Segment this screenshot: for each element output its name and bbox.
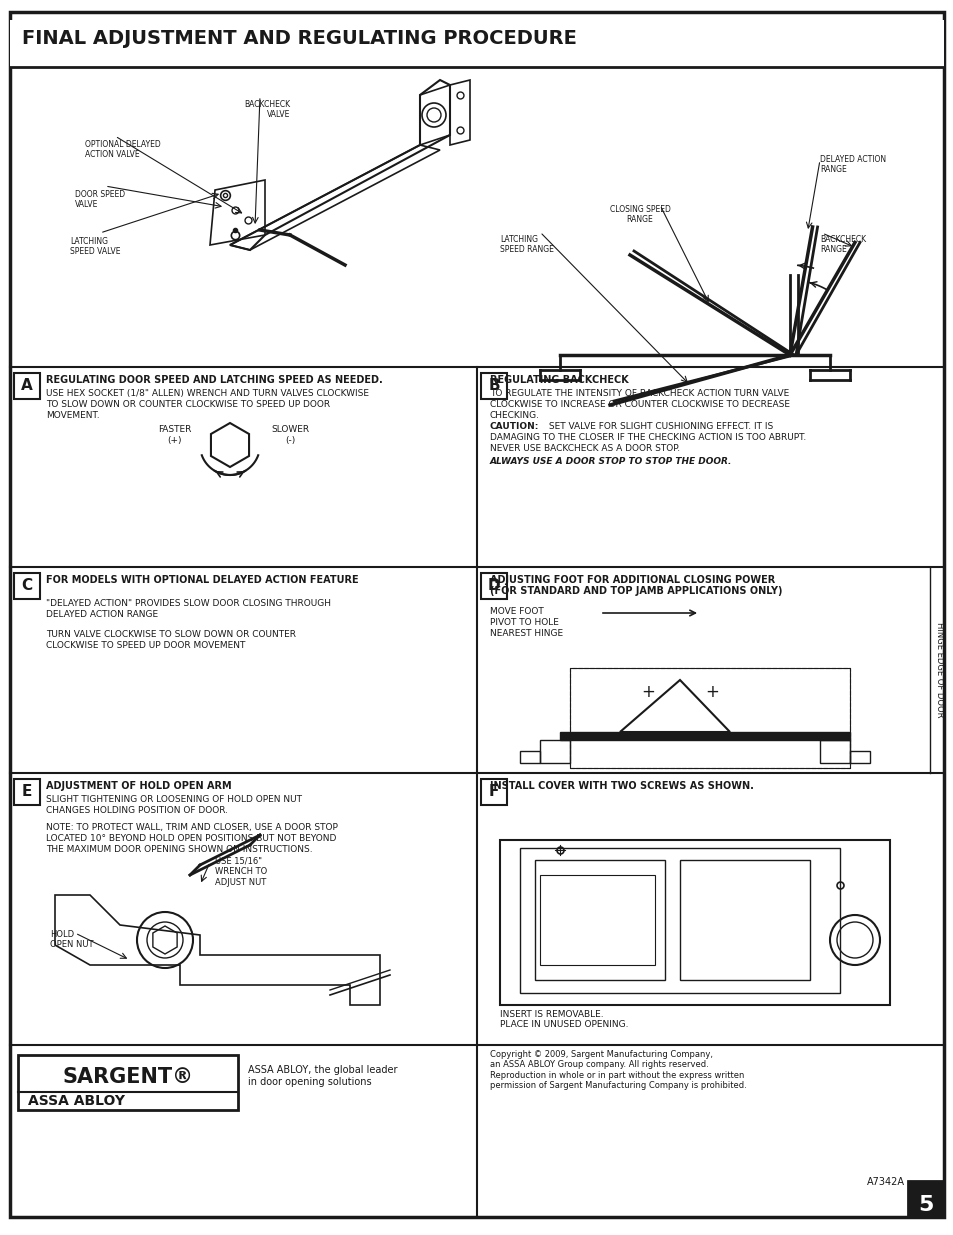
Text: +: + xyxy=(640,683,655,701)
Text: (FOR STANDARD AND TOP JAMB APPLICATIONS ONLY): (FOR STANDARD AND TOP JAMB APPLICATIONS … xyxy=(490,585,781,597)
Bar xyxy=(539,876,655,965)
Text: REGULATING DOOR SPEED AND LATCHING SPEED AS NEEDED.: REGULATING DOOR SPEED AND LATCHING SPEED… xyxy=(46,375,382,385)
Text: Copyright © 2009, Sargent Manufacturing Company,
an ASSA ABLOY Group company. Al: Copyright © 2009, Sargent Manufacturing … xyxy=(490,1050,746,1091)
Text: A7342A: A7342A xyxy=(866,1177,904,1187)
Text: USE 15/16"
WRENCH TO
ADJUST NUT: USE 15/16" WRENCH TO ADJUST NUT xyxy=(214,857,267,887)
Text: USE HEX SOCKET (1/8" ALLEN) WRENCH AND TURN VALVES CLOCKWISE: USE HEX SOCKET (1/8" ALLEN) WRENCH AND T… xyxy=(46,389,369,398)
Bar xyxy=(480,573,506,599)
Text: B: B xyxy=(488,378,499,394)
Text: OPTIONAL DELAYED
ACTION VALVE: OPTIONAL DELAYED ACTION VALVE xyxy=(85,140,161,159)
Text: NEVER USE BACKCHECK AS A DOOR STOP.: NEVER USE BACKCHECK AS A DOOR STOP. xyxy=(490,445,679,453)
Text: MOVE FOOT: MOVE FOOT xyxy=(490,606,543,616)
Bar xyxy=(539,740,569,763)
Text: REGULATING BACKCHECK: REGULATING BACKCHECK xyxy=(490,375,628,385)
Bar xyxy=(820,740,849,763)
Text: TO REGULATE THE INTENSITY OF BACKCHECK ACTION TURN VALVE: TO REGULATE THE INTENSITY OF BACKCHECK A… xyxy=(490,389,788,398)
Text: HOLD
OPEN NUT: HOLD OPEN NUT xyxy=(50,930,93,950)
Text: MOVEMENT.: MOVEMENT. xyxy=(46,411,99,420)
Text: CHECKING.: CHECKING. xyxy=(490,411,539,420)
Bar xyxy=(519,848,840,993)
Text: INSERT IS REMOVABLE.
PLACE IN UNUSED OPENING.: INSERT IS REMOVABLE. PLACE IN UNUSED OPE… xyxy=(499,1010,628,1030)
Text: ASSA ABLOY, the global leader
in door opening solutions: ASSA ABLOY, the global leader in door op… xyxy=(248,1065,397,1087)
Text: TURN VALVE CLOCKWISE TO SLOW DOWN OR COUNTER: TURN VALVE CLOCKWISE TO SLOW DOWN OR COU… xyxy=(46,630,295,638)
Text: BACKCHECK
RANGE: BACKCHECK RANGE xyxy=(820,235,865,254)
Text: F: F xyxy=(488,784,498,799)
Text: LATCHING
SPEED RANGE: LATCHING SPEED RANGE xyxy=(499,235,554,254)
Text: PIVOT TO HOLE: PIVOT TO HOLE xyxy=(490,618,558,627)
Bar xyxy=(679,860,809,981)
Text: LOCATED 10° BEYOND HOLD OPEN POSITIONS BUT NOT BEYOND: LOCATED 10° BEYOND HOLD OPEN POSITIONS B… xyxy=(46,834,336,844)
Bar xyxy=(569,668,849,768)
Bar xyxy=(14,373,40,399)
Text: FINAL ADJUSTMENT AND REGULATING PROCEDURE: FINAL ADJUSTMENT AND REGULATING PROCEDUR… xyxy=(22,28,577,48)
Text: CLOSING SPEED
RANGE: CLOSING SPEED RANGE xyxy=(609,205,670,225)
Text: CLOCKWISE TO SPEED UP DOOR MOVEMENT: CLOCKWISE TO SPEED UP DOOR MOVEMENT xyxy=(46,641,245,650)
Text: THE MAXIMUM DOOR OPENING SHOWN ON INSTRUCTIONS.: THE MAXIMUM DOOR OPENING SHOWN ON INSTRU… xyxy=(46,845,313,853)
Text: C: C xyxy=(21,578,32,594)
Bar xyxy=(480,373,506,399)
Text: ADJUSTING FOOT FOR ADDITIONAL CLOSING POWER: ADJUSTING FOOT FOR ADDITIONAL CLOSING PO… xyxy=(490,576,775,585)
Bar xyxy=(569,668,849,768)
Text: A: A xyxy=(21,378,32,394)
Text: SET VALVE FOR SLIGHT CUSHIONING EFFECT. IT IS: SET VALVE FOR SLIGHT CUSHIONING EFFECT. … xyxy=(545,422,773,431)
Text: INSTALL COVER WITH TWO SCREWS AS SHOWN.: INSTALL COVER WITH TWO SCREWS AS SHOWN. xyxy=(490,781,753,790)
Text: CLOCKWISE TO INCREASE OR COUNTER CLOCKWISE TO DECREASE: CLOCKWISE TO INCREASE OR COUNTER CLOCKWI… xyxy=(490,400,789,409)
Text: DELAYED ACTION RANGE: DELAYED ACTION RANGE xyxy=(46,610,158,619)
Text: LATCHING
SPEED VALVE: LATCHING SPEED VALVE xyxy=(70,237,120,257)
Text: FASTER
(+): FASTER (+) xyxy=(158,425,192,445)
Bar xyxy=(14,573,40,599)
Text: CAUTION:: CAUTION: xyxy=(490,422,538,431)
Bar xyxy=(559,732,849,740)
Text: DOOR SPEED
VALVE: DOOR SPEED VALVE xyxy=(75,190,125,210)
Text: DAMAGING TO THE CLOSER IF THE CHECKING ACTION IS TOO ABRUPT.: DAMAGING TO THE CLOSER IF THE CHECKING A… xyxy=(490,433,805,442)
Text: E: E xyxy=(22,784,32,799)
Text: DELAYED ACTION
RANGE: DELAYED ACTION RANGE xyxy=(820,156,885,174)
Bar xyxy=(519,751,539,763)
Text: NOTE: TO PROTECT WALL, TRIM AND CLOSER, USE A DOOR STOP: NOTE: TO PROTECT WALL, TRIM AND CLOSER, … xyxy=(46,823,337,832)
Text: SARGENT®: SARGENT® xyxy=(63,1067,193,1087)
Text: "DELAYED ACTION" PROVIDES SLOW DOOR CLOSING THROUGH: "DELAYED ACTION" PROVIDES SLOW DOOR CLOS… xyxy=(46,599,331,608)
Text: ASSA ABLOY: ASSA ABLOY xyxy=(28,1094,125,1108)
Text: D: D xyxy=(487,578,499,594)
Text: 5: 5 xyxy=(918,1195,933,1215)
Text: SLOWER
(-): SLOWER (-) xyxy=(271,425,309,445)
Text: +: + xyxy=(704,683,719,701)
Bar xyxy=(907,1181,943,1216)
Text: HINGE EDGE OF DOOR: HINGE EDGE OF DOOR xyxy=(935,622,943,718)
Bar xyxy=(499,840,889,1005)
Bar xyxy=(535,860,664,981)
Text: BACKCHECK
VALVE: BACKCHECK VALVE xyxy=(244,100,290,120)
Bar xyxy=(480,779,506,805)
Bar xyxy=(849,751,869,763)
Text: NEAREST HINGE: NEAREST HINGE xyxy=(490,629,562,638)
Bar xyxy=(10,20,943,67)
Text: SLIGHT TIGHTENING OR LOOSENING OF HOLD OPEN NUT: SLIGHT TIGHTENING OR LOOSENING OF HOLD O… xyxy=(46,795,302,804)
Bar xyxy=(18,1055,237,1110)
Bar xyxy=(14,779,40,805)
Text: CHANGES HOLDING POSITION OF DOOR.: CHANGES HOLDING POSITION OF DOOR. xyxy=(46,806,228,815)
Text: TO SLOW DOWN OR COUNTER CLOCKWISE TO SPEED UP DOOR: TO SLOW DOWN OR COUNTER CLOCKWISE TO SPE… xyxy=(46,400,330,409)
Text: FOR MODELS WITH OPTIONAL DELAYED ACTION FEATURE: FOR MODELS WITH OPTIONAL DELAYED ACTION … xyxy=(46,576,358,585)
Text: ALWAYS USE A DOOR STOP TO STOP THE DOOR.: ALWAYS USE A DOOR STOP TO STOP THE DOOR. xyxy=(490,457,732,466)
Text: ADJUSTMENT OF HOLD OPEN ARM: ADJUSTMENT OF HOLD OPEN ARM xyxy=(46,781,232,790)
